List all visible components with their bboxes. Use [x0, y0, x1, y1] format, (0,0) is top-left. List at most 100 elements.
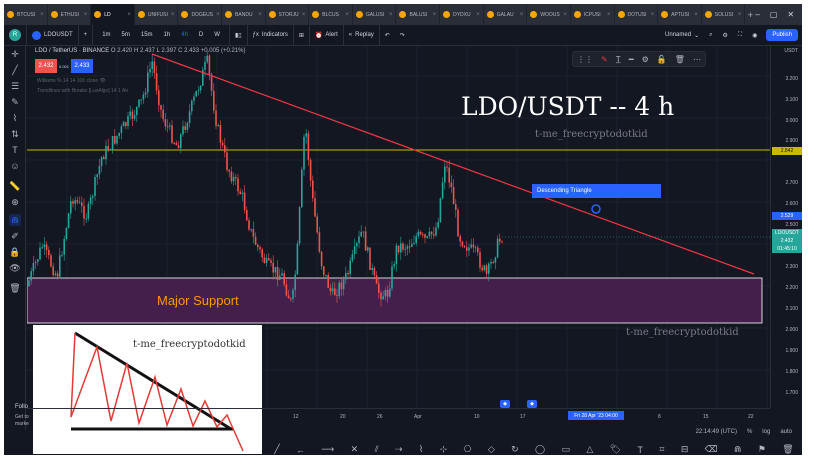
minimize-icon[interactable]: –: [755, 10, 760, 19]
rectangle-icon[interactable]: ▭: [561, 444, 570, 454]
browser-tab[interactable]: BTCUSI ×: [4, 4, 48, 25]
tab-close-icon[interactable]: ×: [388, 11, 393, 18]
crosshair-icon[interactable]: ✛: [11, 48, 19, 59]
ruler-icon[interactable]: 📏: [9, 180, 21, 191]
magnet-tool-icon[interactable]: ⋒: [733, 444, 742, 454]
text-icon[interactable]: T: [12, 145, 18, 155]
publish-button[interactable]: Publish: [766, 29, 798, 41]
tab-close-icon[interactable]: ×: [694, 11, 698, 18]
timeframe-1h[interactable]: 1h: [163, 32, 171, 38]
fullscreen-button[interactable]: ⛶: [733, 25, 747, 46]
close-icon[interactable]: ✕: [787, 10, 795, 19]
fib-retracement-icon[interactable]: ☰: [10, 80, 20, 91]
tab-close-icon[interactable]: ×: [519, 11, 524, 18]
tab-close-icon[interactable]: ×: [607, 11, 611, 18]
event-marker-icon[interactable]: ◆: [500, 400, 510, 408]
tab-close-icon[interactable]: ×: [127, 11, 131, 18]
browser-tab[interactable]: UNIFUSI ×: [135, 4, 179, 25]
browser-tab[interactable]: BANDU ×: [222, 4, 266, 25]
lock-icon[interactable]: 🔒: [9, 246, 21, 257]
ray-icon[interactable]: ⟶: [321, 444, 335, 454]
delete-drawing-icon[interactable]: 🗑: [674, 54, 685, 64]
timeframe-W[interactable]: W: [214, 32, 220, 38]
browser-tab[interactable]: BALUSI ×: [396, 4, 441, 25]
browser-tab[interactable]: DOTUSI ×: [615, 4, 659, 25]
hide-icon[interactable]: 👁: [9, 262, 21, 273]
price-axis-tag[interactable]: 2.529: [772, 212, 802, 220]
lock-drawing-icon[interactable]: 🔓: [656, 54, 667, 64]
cross-icon[interactable]: ✕: [350, 444, 359, 454]
quick-search-button[interactable]: ⌕: [704, 25, 717, 46]
note-icon[interactable]: ⌗: [659, 444, 665, 454]
tab-close-icon[interactable]: ×: [432, 11, 437, 18]
compare-symbol-button[interactable]: +: [79, 24, 94, 46]
pattern-label[interactable]: Descending Triangle: [532, 184, 661, 198]
price-axis-tag[interactable]: LDOUSDT: [772, 229, 802, 237]
eye-icon[interactable]: 👁: [99, 78, 106, 84]
percent-toggle[interactable]: %: [746, 429, 753, 435]
settings-icon[interactable]: ⚙: [641, 54, 649, 64]
indicators-button[interactable]: ƒx Indicators: [248, 24, 294, 46]
line-tool-icon[interactable]: ╱: [274, 444, 280, 454]
tab-close-icon[interactable]: ×: [258, 11, 262, 18]
tab-close-icon[interactable]: ×: [83, 11, 88, 18]
sequence-icon[interactable]: ⇢: [394, 444, 403, 454]
log-toggle[interactable]: log: [762, 429, 771, 435]
replay-button[interactable]: « Replay: [344, 24, 380, 46]
text-tool-icon[interactable]: T: [637, 444, 643, 455]
user-menu[interactable]: R: [4, 24, 27, 46]
chart-type-button[interactable]: ▮▯: [230, 24, 248, 46]
arrow-left-icon[interactable]: ←: [295, 444, 305, 455]
eraser-icon[interactable]: ⌫: [704, 444, 718, 454]
magnet-icon[interactable]: ⋒: [9, 214, 21, 226]
prediction-icon[interactable]: ⇅: [11, 128, 19, 139]
browser-tab[interactable]: DYDXU ×: [440, 4, 484, 25]
path-icon[interactable]: ⎔: [463, 444, 472, 454]
buy-button[interactable]: 2.433: [71, 59, 93, 73]
price-label-icon[interactable]: ⊟: [680, 444, 689, 454]
channel-icon[interactable]: ⫽: [374, 444, 379, 454]
delete-all-icon[interactable]: 🗑: [782, 444, 794, 454]
tab-close-icon[interactable]: ×: [737, 11, 742, 18]
browser-tab[interactable]: ICPUSI ×: [571, 4, 615, 25]
symbol-label[interactable]: LDOUSDT: [44, 32, 73, 38]
brush-icon[interactable]: ✎: [11, 96, 19, 107]
line-color-icon[interactable]: ✎: [601, 54, 608, 64]
indicator-legend-1[interactable]: Williams % 14 14 100 close 👁: [37, 78, 106, 84]
browser-tab[interactable]: LD ×: [91, 4, 135, 25]
price-axis-tag[interactable]: 01:45:10: [772, 245, 802, 253]
support-zone-label[interactable]: Major Support: [157, 293, 239, 308]
timeframe-15m[interactable]: 15m: [140, 32, 153, 38]
time-axis[interactable]: 12 20 26 Apr 10 17 8 15 22: [27, 408, 770, 426]
price-axis-tag[interactable]: 2.842: [772, 147, 802, 155]
maximize-icon[interactable]: ▢: [769, 10, 778, 19]
price-axis[interactable]: USDT 3.200 3.100 3.000 2.900 2.700 2.600 2.500…: [770, 46, 802, 408]
node-icon[interactable]: ⊹: [439, 444, 448, 454]
browser-tab[interactable]: ETHUSI ×: [48, 4, 92, 25]
timeframe-D[interactable]: D: [198, 32, 204, 38]
new-tab-button[interactable]: +: [747, 9, 754, 20]
timeframe-4h[interactable]: 4h: [181, 32, 188, 38]
pattern-icon[interactable]: ⌇: [12, 112, 18, 123]
avatar[interactable]: R: [9, 29, 21, 41]
browser-tab[interactable]: APTUSI ×: [658, 4, 702, 25]
browser-tab[interactable]: DOGEUS ×: [178, 4, 223, 25]
alert-button[interactable]: ⏰ Alert: [310, 24, 344, 46]
tab-close-icon[interactable]: ×: [216, 11, 220, 18]
tab-close-icon[interactable]: ×: [650, 11, 655, 18]
symbol-title[interactable]: LDO / TetherUS · BINANCE: [35, 48, 110, 54]
drag-handle-icon[interactable]: ⋮⋮: [577, 54, 594, 64]
browser-tab[interactable]: BLCUS ×: [309, 4, 353, 25]
polyline-icon[interactable]: ⌇: [418, 444, 424, 454]
stay-drawing-icon[interactable]: ✐: [11, 230, 19, 241]
trend-line-icon[interactable]: ╱: [12, 64, 18, 75]
snapshot-button[interactable]: ◉: [747, 25, 762, 46]
ellipse-icon[interactable]: ◯: [535, 444, 546, 454]
symbol-search[interactable]: LDOUSDT: [27, 24, 79, 46]
tab-close-icon[interactable]: ×: [301, 11, 306, 18]
text-color-icon[interactable]: T̲: [615, 54, 621, 64]
browser-tab[interactable]: SOLUSI ×: [702, 4, 746, 25]
browser-tab[interactable]: GALUSI ×: [353, 4, 397, 25]
icons-icon[interactable]: ☺: [10, 161, 20, 171]
browser-tab[interactable]: WOOUS ×: [527, 4, 571, 25]
